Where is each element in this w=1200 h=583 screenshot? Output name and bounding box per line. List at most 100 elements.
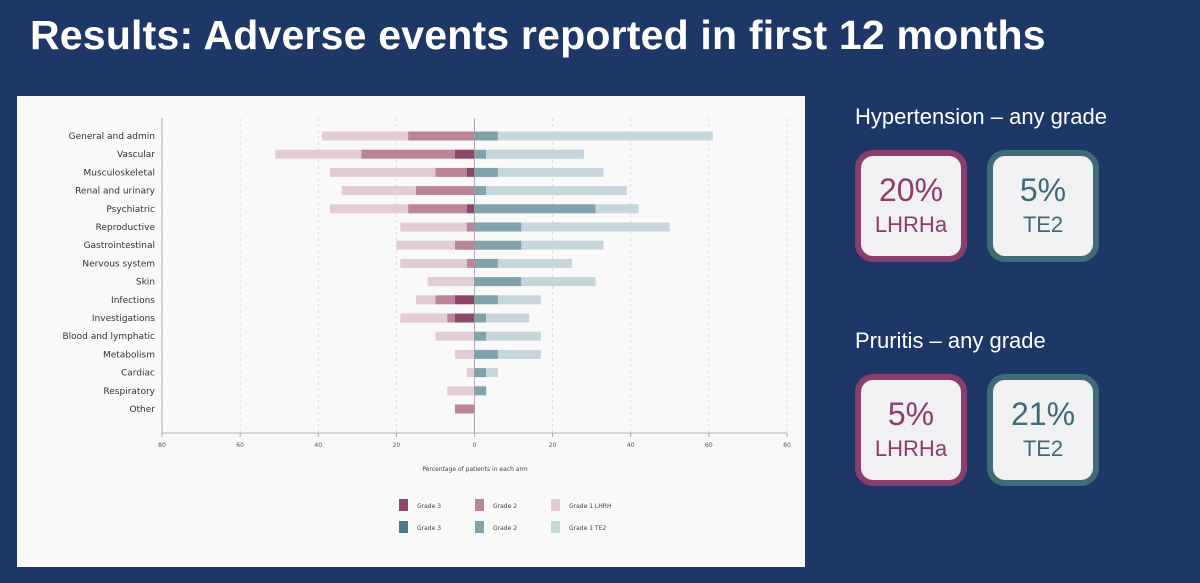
pruritis-te2-arm: TE2 (1022, 436, 1064, 462)
legend-swatch (475, 521, 484, 533)
adverse-events-chart-panel: 80 60 40 20 0 20 40 60 80 General and admin Vascu… (17, 96, 805, 567)
bar-te2-5 (497, 258, 573, 268)
legend-swatch (551, 521, 560, 533)
bar-lhrh-2 (400, 313, 448, 323)
legend-swatch (475, 499, 484, 511)
x-axis-label: Percentage of patients in each arm (422, 466, 528, 473)
category-label: Nervous system (82, 259, 155, 269)
pruritis-boxes: 5% LHRHa 21% TE2 (855, 374, 1099, 486)
bar-lhrh-2 (341, 186, 416, 196)
bar-te2-5 (521, 240, 604, 250)
pruritis-lhrh-arm: LHRHa (874, 436, 948, 462)
bar-lhrh-0 (466, 204, 475, 214)
pruritis-lhrh-percent: 5% (887, 396, 935, 433)
bar-lhrh-1 (447, 313, 455, 323)
bar-lhrh-0 (454, 313, 475, 323)
bar-lhrh-2 (415, 295, 436, 305)
bar-lhrh-1 (408, 204, 467, 214)
bar-lhrh-2 (322, 131, 409, 141)
hypertension-boxes: 20% LHRHa 5% TE2 (855, 150, 1107, 262)
bar-te2-4 (474, 258, 498, 268)
bar-te2-4 (474, 240, 522, 250)
hypertension-section: Hypertension – any grade 20% LHRHa 5% TE… (855, 104, 1107, 262)
hypertension-lhrh-arm: LHRHa (874, 212, 948, 238)
hypertension-lhrh-card: 20% LHRHa (855, 150, 967, 262)
x-tick-label: 60 (236, 442, 244, 449)
bar-lhrh-1 (466, 258, 475, 268)
bar-te2-5 (486, 313, 530, 323)
bar-lhrh-2 (400, 222, 467, 232)
bar-lhrh-2 (435, 331, 475, 341)
x-tick-label: 80 (783, 442, 791, 449)
bar-te2-5 (486, 186, 627, 196)
category-label: Respiratory (103, 387, 155, 397)
bar-te2-4 (474, 277, 522, 287)
x-tick-label: 40 (314, 442, 322, 449)
legend-label: Grade 3 (417, 525, 441, 532)
bar-lhrh-0 (454, 295, 475, 305)
bar-lhrh-1 (415, 186, 475, 196)
bar-te2-4 (474, 368, 487, 378)
category-label: Renal and urinary (75, 187, 156, 197)
bar-lhrh-1 (454, 404, 475, 414)
hypertension-te2-arm: TE2 (1022, 212, 1064, 238)
category-label: Vascular (117, 150, 155, 160)
bar-lhrh-0 (454, 149, 475, 159)
bar-te2-5 (486, 368, 498, 378)
category-label: General and admin (69, 132, 155, 142)
legend-swatch (399, 521, 408, 533)
category-labels: General and admin Vascular Musculoskeletal… (62, 132, 155, 415)
hypertension-lhrh-percent: 20% (878, 172, 944, 209)
bar-te2-5 (497, 131, 713, 141)
category-label: Reproductive (96, 223, 156, 233)
category-label: Skin (136, 278, 155, 288)
bar-te2-4 (474, 222, 522, 232)
bar-lhrh-2 (427, 277, 475, 287)
category-label: Gastrointestinal (84, 241, 155, 251)
x-tick-label: 20 (549, 442, 557, 449)
bar-te2-4 (474, 386, 487, 396)
bar-te2-4 (474, 186, 487, 196)
pruritis-te2-percent: 21% (1010, 396, 1076, 433)
bar-lhrh-2 (447, 386, 475, 396)
category-label: Other (129, 405, 155, 415)
bar-lhrh-2 (329, 167, 436, 177)
category-label: Metabolism (103, 350, 155, 360)
pruritis-section: Pruritis – any grade 5% LHRHa 21% TE2 (855, 328, 1099, 486)
bar-te2-4 (474, 331, 487, 341)
bar-te2-5 (486, 331, 541, 341)
category-label: Investigations (92, 314, 155, 324)
bar-lhrh-1 (454, 240, 475, 250)
legend-label: Grade 1 TE2 (569, 525, 606, 532)
bar-te2-5 (521, 222, 670, 232)
bar-te2-5 (521, 277, 596, 287)
legend-label: Grade 2 (493, 503, 517, 510)
category-label: Cardiac (121, 369, 155, 379)
bar-lhrh-2 (454, 349, 475, 359)
bar-te2-4 (474, 149, 487, 159)
hypertension-te2-card: 5% TE2 (987, 150, 1099, 262)
bar-te2-5 (595, 204, 639, 214)
x-tick-label: 40 (627, 442, 635, 449)
legend-label: Grade 1 LHRH (569, 503, 611, 510)
category-label: Blood and lymphatic (62, 332, 155, 342)
bar-lhrh-2 (275, 149, 362, 159)
legend: Grade 3 Grade 2 Grade 1 LHRH Grade 3 Grade 2… (399, 499, 611, 533)
category-label: Musculoskeletal (83, 168, 155, 178)
hypertension-heading: Hypertension – any grade (855, 104, 1107, 129)
x-tick-label: 20 (393, 442, 401, 449)
adverse-events-chart: 80 60 40 20 0 20 40 60 80 General and admin Vascu… (62, 118, 791, 533)
legend-swatch (551, 499, 560, 511)
slide-title: Results: Adverse events reported in firs… (30, 12, 1046, 58)
bar-te2-5 (497, 167, 604, 177)
bar-lhrh-1 (408, 131, 475, 141)
bar-te2-4 (474, 204, 596, 214)
pruritis-te2-card: 21% TE2 (987, 374, 1099, 486)
legend-label: Grade 3 (417, 503, 441, 510)
bars (275, 131, 713, 414)
bar-te2-4 (474, 295, 498, 305)
hypertension-te2-percent: 5% (1019, 172, 1067, 209)
bar-te2-4 (474, 167, 498, 177)
pruritis-lhrh-card: 5% LHRHa (855, 374, 967, 486)
x-tick-label: 60 (705, 442, 713, 449)
